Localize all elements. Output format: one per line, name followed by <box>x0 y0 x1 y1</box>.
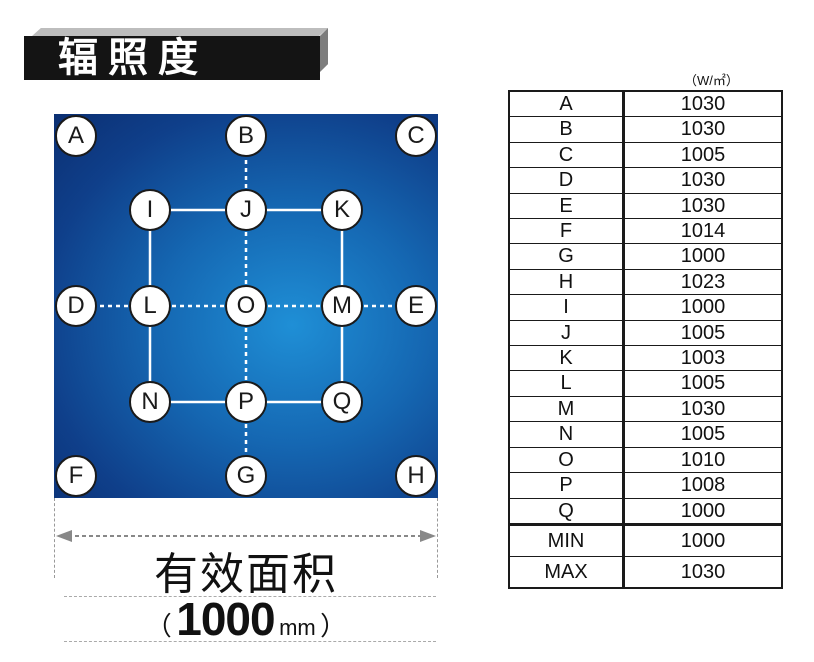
point-p: P <box>225 381 267 423</box>
table-row: H 1023 <box>508 268 783 296</box>
point-o: O <box>225 285 267 327</box>
value-cell: 1030 <box>623 395 783 423</box>
unit-label: （W/㎡） <box>684 73 739 88</box>
title-bar: 辐照度 <box>24 28 328 80</box>
value-cell: 1030 <box>623 90 783 118</box>
summary-value: 1000 <box>623 522 783 557</box>
value-cell: 1014 <box>623 218 783 245</box>
table-row: Q 1000 <box>508 497 783 525</box>
summary-row-min: MIN 1000 <box>508 522 783 557</box>
point-a: A <box>55 115 97 157</box>
value-cell: 1010 <box>623 446 783 474</box>
value-cell: 1030 <box>623 116 783 143</box>
point-cell: M <box>508 395 625 423</box>
point-i: I <box>129 189 171 231</box>
summary-label: MAX <box>508 555 625 589</box>
value-cell: 1008 <box>623 472 783 499</box>
point-n: N <box>129 381 171 423</box>
page-title: 辐照度 <box>24 36 320 80</box>
point-cell: I <box>508 294 625 321</box>
point-h: H <box>395 455 437 497</box>
table-row: K 1003 <box>508 345 783 372</box>
paren-open: （ <box>145 611 172 641</box>
point-cell: K <box>508 345 625 372</box>
point-f: F <box>55 455 97 497</box>
dimension-value: （ 1000 mm ） <box>54 592 438 646</box>
value-cell: 1030 <box>623 192 783 220</box>
point-cell: P <box>508 472 625 499</box>
table-row: G 1000 <box>508 243 783 270</box>
point-cell: D <box>508 167 625 194</box>
value-cell: 1005 <box>623 421 783 448</box>
separator-line <box>64 596 436 597</box>
point-cell: J <box>508 319 625 347</box>
dimension-number: 1000 <box>176 593 275 645</box>
value-cell: 1003 <box>623 345 783 372</box>
table-row: J 1005 <box>508 319 783 347</box>
point-b: B <box>225 115 267 157</box>
point-cell: Q <box>508 497 625 525</box>
table-row: B 1030 <box>508 116 783 143</box>
table-row: E 1030 <box>508 192 783 220</box>
separator-line <box>64 641 436 642</box>
table-row: M 1030 <box>508 395 783 423</box>
title-bevel-top <box>32 28 328 36</box>
summary-value: 1030 <box>623 555 783 589</box>
irradiance-table: A 1030 B 1030 C 1005 D 1030 E 1030 F 1014 G 1000 H 1023… <box>508 90 783 589</box>
table-row: C 1005 <box>508 141 783 169</box>
value-cell: 1000 <box>623 243 783 270</box>
point-cell: G <box>508 243 625 270</box>
effective-area-label: 有效面积 <box>154 549 338 600</box>
point-cell: O <box>508 446 625 474</box>
value-cell: 1005 <box>623 319 783 347</box>
point-cell: B <box>508 116 625 143</box>
table-row: I 1000 <box>508 294 783 321</box>
value-cell: 1005 <box>623 141 783 169</box>
summary-row-max: MAX 1030 <box>508 555 783 589</box>
table-row: P 1008 <box>508 472 783 499</box>
point-g: G <box>225 455 267 497</box>
table-row: N 1005 <box>508 421 783 448</box>
point-e: E <box>395 285 437 327</box>
value-cell: 1030 <box>623 167 783 194</box>
dimension-arrow <box>56 530 436 542</box>
point-k: K <box>321 189 363 231</box>
point-cell: C <box>508 141 625 169</box>
summary-label: MIN <box>508 522 625 557</box>
point-m: M <box>321 285 363 327</box>
paren-close: ） <box>320 611 347 641</box>
point-cell: E <box>508 192 625 220</box>
point-l: L <box>129 285 171 327</box>
point-cell: L <box>508 370 625 397</box>
table-row: D 1030 <box>508 167 783 194</box>
point-d: D <box>55 285 97 327</box>
point-cell: N <box>508 421 625 448</box>
table-row: A 1030 <box>508 90 783 118</box>
value-cell: 1000 <box>623 294 783 321</box>
value-cell: 1023 <box>623 268 783 296</box>
dimension-bracket <box>54 498 438 578</box>
table-row: L 1005 <box>508 370 783 397</box>
title-bevel-side <box>320 28 328 72</box>
value-cell: 1005 <box>623 370 783 397</box>
value-cell: 1000 <box>623 497 783 525</box>
point-cell: H <box>508 268 625 296</box>
table-row: F 1014 <box>508 218 783 245</box>
point-cell: F <box>508 218 625 245</box>
point-cell: A <box>508 90 625 118</box>
point-c: C <box>395 115 437 157</box>
dimension-unit: mm <box>279 615 316 640</box>
table-row: O 1010 <box>508 446 783 474</box>
point-q: Q <box>321 381 363 423</box>
point-j: J <box>225 189 267 231</box>
